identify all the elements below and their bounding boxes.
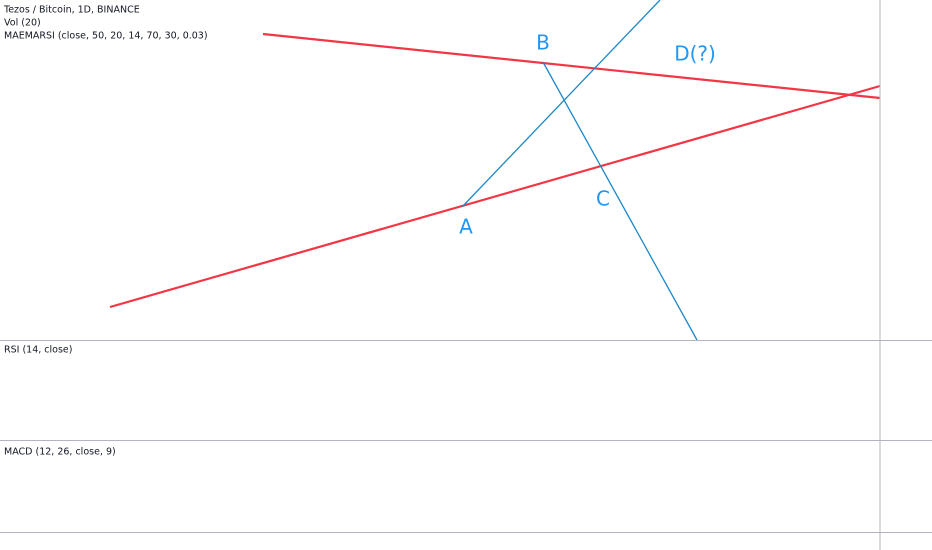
indicator-label: MAEMARSI (close, 50, 20, 14, 70, 30, 0.0… (4, 31, 208, 42)
macd-label: MACD (12, 26, close, 9) (4, 447, 116, 458)
symbol-title: Tezos / Bitcoin, 1D, BINANCE (3, 5, 140, 16)
wave-label: B (536, 31, 550, 55)
time-axis-bg (0, 532, 880, 550)
rsi-label: RSI (14, close) (4, 345, 72, 356)
trend-line (109, 84, 881, 309)
wave-label: D(?) (674, 42, 716, 66)
price-axis-bg (880, 0, 932, 550)
trend-line (461, 0, 661, 208)
trend-line (542, 61, 698, 341)
wave-label: A (459, 215, 473, 239)
volume-label: Vol (20) (4, 18, 41, 29)
trend-line (262, 32, 881, 100)
drawings: B A C D(?) (109, 0, 881, 341)
wave-label: C (596, 187, 610, 211)
